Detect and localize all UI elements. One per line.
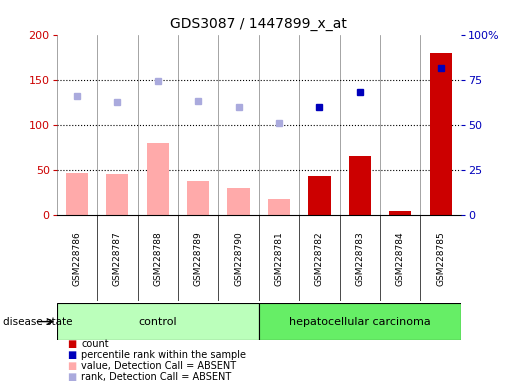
Text: hepatocellular carcinoma: hepatocellular carcinoma [289, 316, 431, 327]
Text: GSM228781: GSM228781 [274, 231, 283, 286]
Bar [430, 53, 452, 215]
Text: GSM228790: GSM228790 [234, 231, 243, 286]
Text: ■: ■ [67, 372, 76, 382]
Text: GSM228789: GSM228789 [194, 231, 202, 286]
Bar [187, 181, 209, 215]
Text: ■: ■ [67, 361, 76, 371]
Bar [57, 303, 259, 340]
Text: ■: ■ [67, 350, 76, 360]
Bar [106, 174, 128, 215]
Text: GSM228787: GSM228787 [113, 231, 122, 286]
Text: rank, Detection Call = ABSENT: rank, Detection Call = ABSENT [81, 372, 232, 382]
Text: count: count [81, 339, 109, 349]
Bar [308, 176, 331, 215]
Text: GSM228782: GSM228782 [315, 231, 324, 286]
Bar [268, 199, 290, 215]
Text: GSM228788: GSM228788 [153, 231, 162, 286]
Bar [259, 303, 461, 340]
Bar [66, 173, 88, 215]
Text: control: control [139, 316, 177, 327]
Text: ■: ■ [67, 339, 76, 349]
Bar [228, 188, 250, 215]
Bar [147, 143, 169, 215]
Text: percentile rank within the sample: percentile rank within the sample [81, 350, 246, 360]
Text: GSM228785: GSM228785 [436, 231, 445, 286]
Text: GSM228784: GSM228784 [396, 231, 405, 286]
Bar [349, 156, 371, 215]
Text: GSM228786: GSM228786 [73, 231, 81, 286]
Title: GDS3087 / 1447899_x_at: GDS3087 / 1447899_x_at [170, 17, 347, 31]
Text: value, Detection Call = ABSENT: value, Detection Call = ABSENT [81, 361, 236, 371]
Text: disease state: disease state [3, 316, 72, 327]
Bar [389, 210, 411, 215]
Text: GSM228783: GSM228783 [355, 231, 364, 286]
